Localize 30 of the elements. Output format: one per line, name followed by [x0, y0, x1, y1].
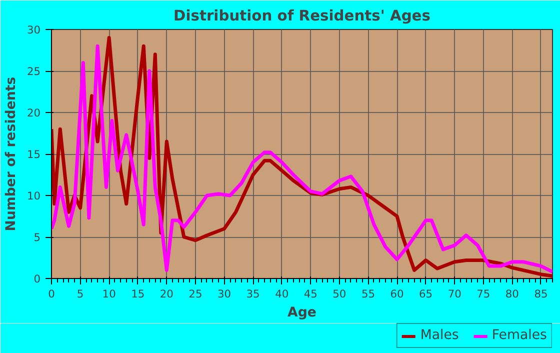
x-tick-label: 70	[448, 288, 462, 300]
y-tick-label: 5	[34, 231, 40, 244]
x-tick-label: 65	[419, 288, 433, 300]
y-tick-label: 15	[26, 148, 41, 161]
legend-label: Females	[492, 328, 547, 343]
x-tick-label: 15	[131, 288, 145, 300]
x-tick-label: 80	[505, 288, 520, 300]
x-tick-label: 10	[102, 288, 116, 300]
x-tick-label: 60	[390, 288, 404, 300]
y-axis-title: Number of residents	[4, 76, 19, 232]
x-tick-label: 40	[275, 288, 289, 300]
x-tick-label: 25	[188, 288, 202, 300]
x-tick-label: 20	[160, 288, 174, 300]
x-tick-label: 55	[361, 288, 376, 300]
x-tick-label: 0	[48, 288, 56, 300]
x-tick-label: 30	[217, 288, 232, 300]
x-axis-title: Age	[288, 306, 316, 320]
x-tick-label: 85	[534, 288, 548, 300]
chart-title: Distribution of Residents' Ages	[174, 8, 431, 24]
x-tick-label: 35	[246, 288, 260, 300]
y-tick-label: 10	[26, 190, 41, 202]
x-tick-label: 50	[332, 288, 346, 300]
x-tick-label: 5	[76, 288, 84, 300]
y-tick-label: 20	[26, 106, 41, 120]
y-tick-label: 0	[34, 272, 41, 286]
legend-label: Males	[420, 328, 459, 343]
x-tick-label: 75	[476, 288, 490, 300]
y-tick-label: 25	[26, 65, 41, 78]
x-tick-label: 45	[304, 288, 318, 300]
y-tick-label: 30	[26, 24, 41, 36]
